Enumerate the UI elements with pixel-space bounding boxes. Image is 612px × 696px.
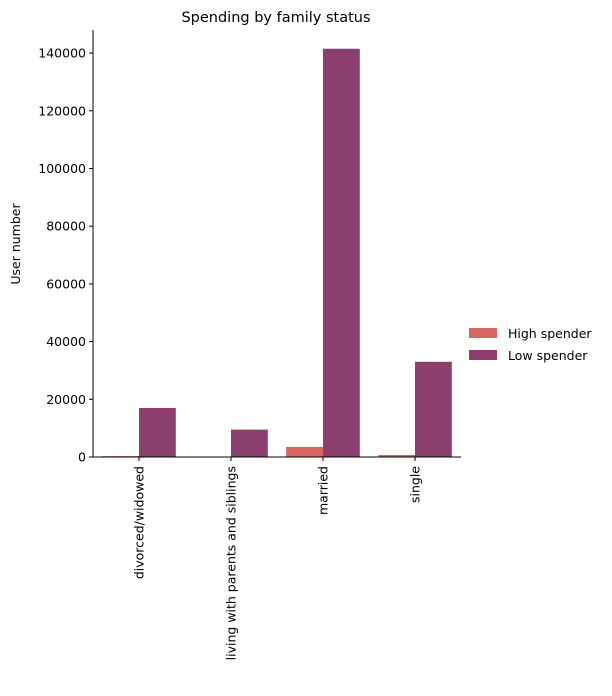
x-tick-label: divorced/widowed bbox=[132, 466, 147, 579]
chart-title: Spending by family status bbox=[181, 10, 370, 26]
y-tick-label: 80000 bbox=[46, 219, 86, 234]
bar-low-spender-1 bbox=[231, 430, 268, 457]
y-tick-label: 0 bbox=[78, 450, 86, 465]
legend-swatch bbox=[469, 350, 497, 360]
legend: High spender Low spender bbox=[469, 326, 592, 363]
legend-swatch bbox=[469, 328, 497, 338]
x-tick-label: single bbox=[408, 466, 423, 503]
y-tick-label: 40000 bbox=[46, 334, 86, 349]
x-tick-label: married bbox=[316, 466, 331, 515]
y-tick-label: 20000 bbox=[46, 392, 86, 407]
bar-low-spender-0 bbox=[139, 408, 176, 457]
plot-area bbox=[102, 49, 452, 457]
bar-low-spender-2 bbox=[323, 49, 360, 457]
bar-high-spender-2 bbox=[286, 447, 323, 457]
y-tick-label: 140000 bbox=[38, 46, 86, 61]
legend-label: High spender bbox=[508, 326, 592, 341]
x-tick-label: living with parents and siblings bbox=[224, 466, 239, 660]
y-tick-label: 60000 bbox=[46, 276, 86, 291]
legend-label: Low spender bbox=[508, 348, 588, 363]
x-axis-ticks: divorced/widowed living with parents and … bbox=[132, 457, 423, 660]
y-axis-ticks: 0 20000 40000 60000 80000 100000 120000 140000 bbox=[38, 46, 93, 465]
bar-low-spender-3 bbox=[415, 362, 452, 457]
y-tick-label: 100000 bbox=[38, 161, 86, 176]
y-axis-label: User number bbox=[8, 203, 23, 285]
y-tick-label: 120000 bbox=[38, 103, 86, 118]
